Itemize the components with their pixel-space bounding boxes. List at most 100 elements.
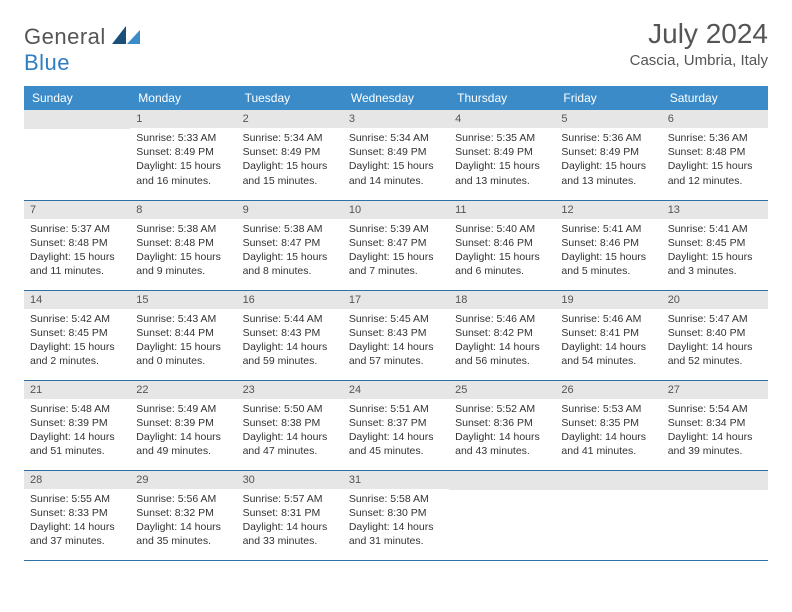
daylight-text: Daylight: 15 hours and 2 minutes. <box>30 340 124 368</box>
sunrise-text: Sunrise: 5:38 AM <box>243 222 337 236</box>
calendar-table: SundayMondayTuesdayWednesdayThursdayFrid… <box>24 86 768 561</box>
calendar-cell: 10 Sunrise: 5:39 AMSunset: 8:47 PMDayligh… <box>343 200 449 290</box>
sunset-text: Sunset: 8:31 PM <box>243 506 337 520</box>
month-title: July 2024 <box>630 18 768 50</box>
day-number-bar: 31 <box>343 471 449 489</box>
day-number-bar-empty <box>555 471 661 490</box>
sunrise-text: Sunrise: 5:42 AM <box>30 312 124 326</box>
day-number-bar: 6 <box>662 110 768 128</box>
day-number-bar: 28 <box>24 471 130 489</box>
sunrise-text: Sunrise: 5:36 AM <box>561 131 655 145</box>
sunset-text: Sunset: 8:48 PM <box>668 145 762 159</box>
sunset-text: Sunset: 8:46 PM <box>561 236 655 250</box>
day-body: Sunrise: 5:36 AMSunset: 8:49 PMDaylight:… <box>555 128 661 194</box>
daylight-text: Daylight: 14 hours and 37 minutes. <box>30 520 124 548</box>
day-body: Sunrise: 5:34 AMSunset: 8:49 PMDaylight:… <box>237 128 343 194</box>
sunrise-text: Sunrise: 5:39 AM <box>349 222 443 236</box>
title-block: July 2024 Cascia, Umbria, Italy <box>630 18 768 69</box>
calendar-cell: 15Sunrise: 5:43 AMSunset: 8:44 PMDayligh… <box>130 290 236 380</box>
sunrise-text: Sunrise: 5:50 AM <box>243 402 337 416</box>
sunset-text: Sunset: 8:45 PM <box>30 326 124 340</box>
sunset-text: Sunset: 8:42 PM <box>455 326 549 340</box>
daylight-text: Daylight: 15 hours and 14 minutes. <box>349 159 443 187</box>
day-body: Sunrise: 5:43 AMSunset: 8:44 PMDaylight:… <box>130 309 236 375</box>
sunset-text: Sunset: 8:39 PM <box>30 416 124 430</box>
day-body: Sunrise: 5:34 AMSunset: 8:49 PMDaylight:… <box>343 128 449 194</box>
sunrise-text: Sunrise: 5:56 AM <box>136 492 230 506</box>
day-number-bar: 22 <box>130 381 236 399</box>
day-body: Sunrise: 5:35 AMSunset: 8:49 PMDaylight:… <box>449 128 555 194</box>
sunset-text: Sunset: 8:49 PM <box>455 145 549 159</box>
logo-sail-icon <box>112 26 140 44</box>
sunrise-text: Sunrise: 5:37 AM <box>30 222 124 236</box>
calendar-cell: 30Sunrise: 5:57 AMSunset: 8:31 PMDayligh… <box>237 470 343 560</box>
sunset-text: Sunset: 8:43 PM <box>243 326 337 340</box>
calendar-cell: 6Sunrise: 5:36 AMSunset: 8:48 PMDaylight… <box>662 110 768 200</box>
day-body: Sunrise: 5:40 AMSunset: 8:46 PMDaylight:… <box>449 219 555 285</box>
calendar-page: General Blue July 2024 Cascia, Umbria, I… <box>0 0 792 579</box>
calendar-cell: 24Sunrise: 5:51 AMSunset: 8:37 PMDayligh… <box>343 380 449 470</box>
daylight-text: Daylight: 14 hours and 57 minutes. <box>349 340 443 368</box>
sunrise-text: Sunrise: 5:43 AM <box>136 312 230 326</box>
sunset-text: Sunset: 8:39 PM <box>136 416 230 430</box>
weekday-header: Thursday <box>449 86 555 110</box>
sunrise-text: Sunrise: 5:34 AM <box>349 131 443 145</box>
sunrise-text: Sunrise: 5:41 AM <box>668 222 762 236</box>
sunset-text: Sunset: 8:47 PM <box>349 236 443 250</box>
sunrise-text: Sunrise: 5:47 AM <box>668 312 762 326</box>
daylight-text: Daylight: 14 hours and 43 minutes. <box>455 430 549 458</box>
page-header: General Blue July 2024 Cascia, Umbria, I… <box>24 18 768 76</box>
daylight-text: Daylight: 15 hours and 3 minutes. <box>668 250 762 278</box>
day-number-bar: 3 <box>343 110 449 128</box>
day-number-bar: 7 <box>24 201 130 219</box>
sunset-text: Sunset: 8:48 PM <box>30 236 124 250</box>
day-number-bar: 4 <box>449 110 555 128</box>
sunrise-text: Sunrise: 5:40 AM <box>455 222 549 236</box>
day-number-bar: 10 <box>343 201 449 219</box>
daylight-text: Daylight: 15 hours and 9 minutes. <box>136 250 230 278</box>
day-number-bar-empty <box>449 471 555 490</box>
day-number-bar: 20 <box>662 291 768 309</box>
daylight-text: Daylight: 15 hours and 8 minutes. <box>243 250 337 278</box>
day-body: Sunrise: 5:37 AMSunset: 8:48 PMDaylight:… <box>24 219 130 285</box>
weekday-row: SundayMondayTuesdayWednesdayThursdayFrid… <box>24 86 768 110</box>
daylight-text: Daylight: 15 hours and 11 minutes. <box>30 250 124 278</box>
logo: General Blue <box>24 24 140 76</box>
sunset-text: Sunset: 8:47 PM <box>243 236 337 250</box>
day-body: Sunrise: 5:45 AMSunset: 8:43 PMDaylight:… <box>343 309 449 375</box>
daylight-text: Daylight: 15 hours and 13 minutes. <box>455 159 549 187</box>
sunset-text: Sunset: 8:35 PM <box>561 416 655 430</box>
calendar-week-row: 7Sunrise: 5:37 AMSunset: 8:48 PMDaylight… <box>24 200 768 290</box>
sunrise-text: Sunrise: 5:52 AM <box>455 402 549 416</box>
sunset-text: Sunset: 8:49 PM <box>136 145 230 159</box>
calendar-cell: 4Sunrise: 5:35 AMSunset: 8:49 PMDaylight… <box>449 110 555 200</box>
sunrise-text: Sunrise: 5:53 AM <box>561 402 655 416</box>
sunrise-text: Sunrise: 5:46 AM <box>561 312 655 326</box>
sunset-text: Sunset: 8:48 PM <box>136 236 230 250</box>
sunset-text: Sunset: 8:36 PM <box>455 416 549 430</box>
daylight-text: Daylight: 14 hours and 39 minutes. <box>668 430 762 458</box>
sunset-text: Sunset: 8:40 PM <box>668 326 762 340</box>
day-number-bar: 16 <box>237 291 343 309</box>
sunrise-text: Sunrise: 5:36 AM <box>668 131 762 145</box>
sunset-text: Sunset: 8:41 PM <box>561 326 655 340</box>
calendar-cell-empty <box>555 470 661 560</box>
daylight-text: Daylight: 14 hours and 49 minutes. <box>136 430 230 458</box>
calendar-cell-empty <box>662 470 768 560</box>
calendar-cell: 8Sunrise: 5:38 AMSunset: 8:48 PMDaylight… <box>130 200 236 290</box>
daylight-text: Daylight: 14 hours and 35 minutes. <box>136 520 230 548</box>
sunrise-text: Sunrise: 5:48 AM <box>30 402 124 416</box>
calendar-cell: 19Sunrise: 5:46 AMSunset: 8:41 PMDayligh… <box>555 290 661 380</box>
daylight-text: Daylight: 15 hours and 7 minutes. <box>349 250 443 278</box>
calendar-cell: 23Sunrise: 5:50 AMSunset: 8:38 PMDayligh… <box>237 380 343 470</box>
daylight-text: Daylight: 14 hours and 33 minutes. <box>243 520 337 548</box>
weekday-header: Sunday <box>24 86 130 110</box>
daylight-text: Daylight: 15 hours and 16 minutes. <box>136 159 230 187</box>
daylight-text: Daylight: 14 hours and 45 minutes. <box>349 430 443 458</box>
day-body: Sunrise: 5:53 AMSunset: 8:35 PMDaylight:… <box>555 399 661 465</box>
day-number-bar: 18 <box>449 291 555 309</box>
sunset-text: Sunset: 8:33 PM <box>30 506 124 520</box>
calendar-cell: 20Sunrise: 5:47 AMSunset: 8:40 PMDayligh… <box>662 290 768 380</box>
sunrise-text: Sunrise: 5:55 AM <box>30 492 124 506</box>
day-body: Sunrise: 5:57 AMSunset: 8:31 PMDaylight:… <box>237 489 343 555</box>
